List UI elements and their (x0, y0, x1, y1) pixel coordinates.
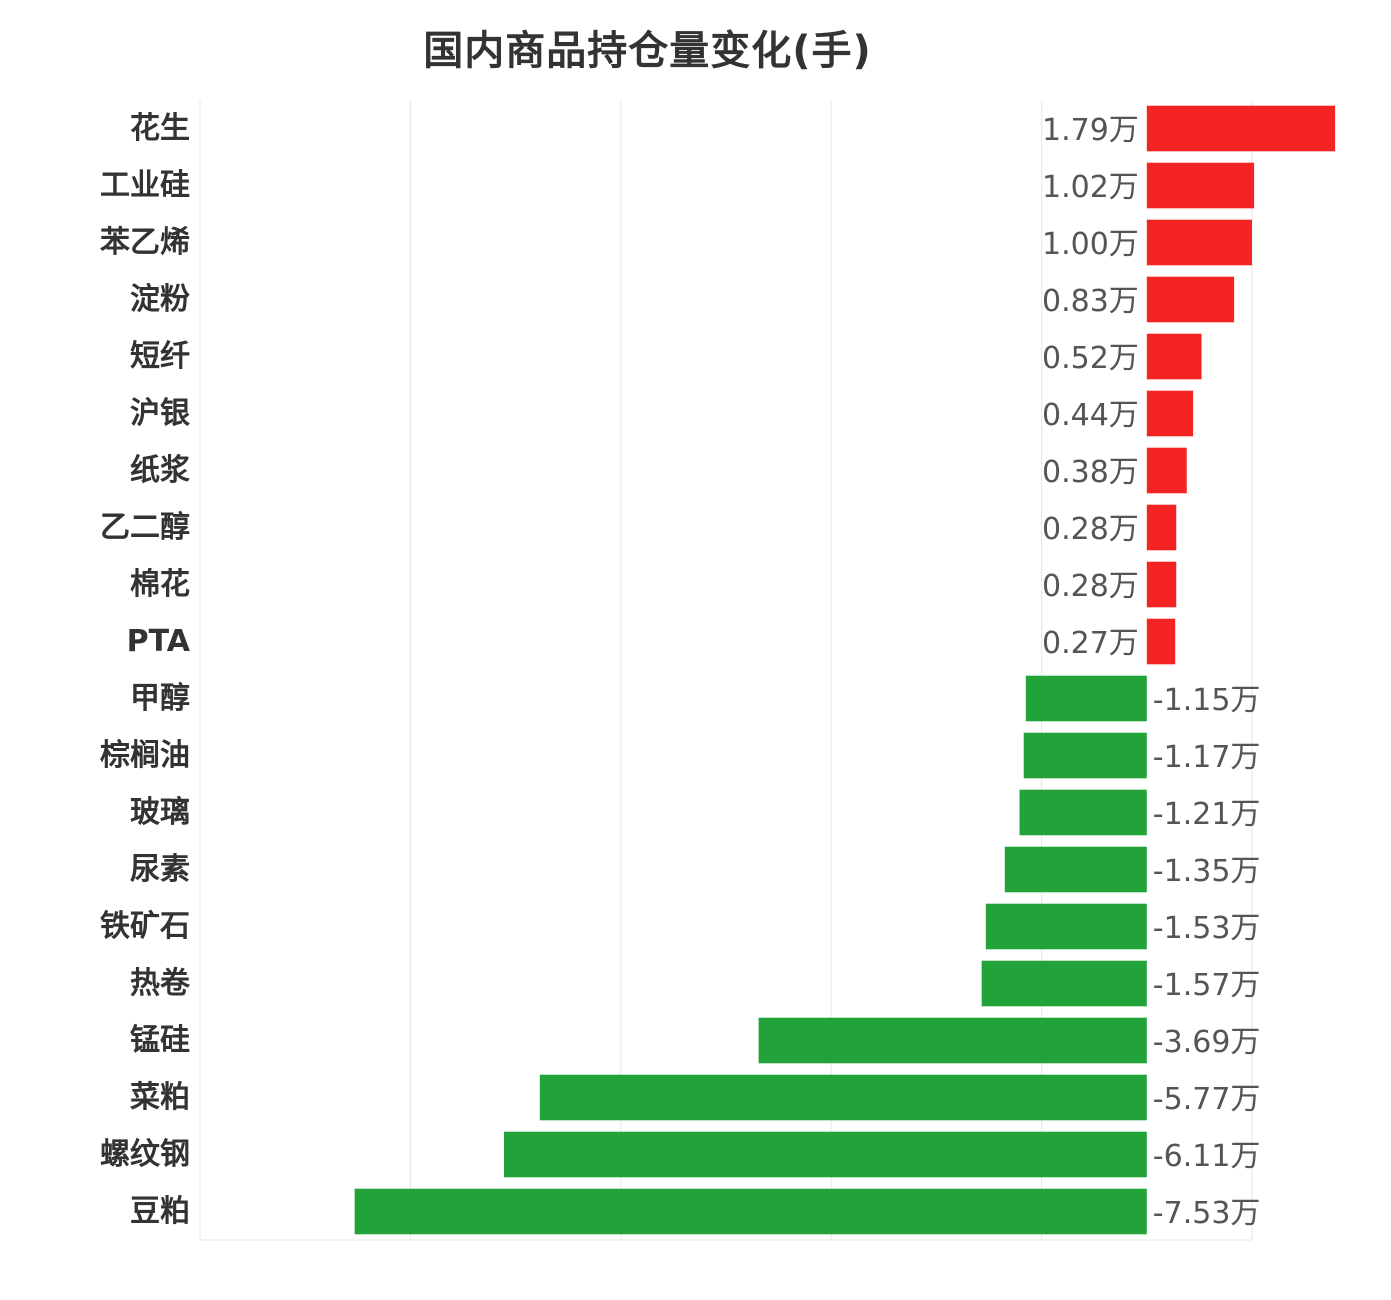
bar (1146, 162, 1255, 209)
bar (504, 1131, 1147, 1178)
bar (1146, 276, 1235, 323)
bar (1023, 732, 1147, 779)
bar (539, 1074, 1147, 1121)
bar (1146, 561, 1177, 608)
value-label: -1.21万 (1153, 797, 1261, 832)
bar (1146, 447, 1187, 494)
category-label: 热卷 (130, 966, 191, 1001)
bar (1004, 846, 1147, 893)
value-label: -1.15万 (1153, 683, 1261, 718)
category-label: 尿素 (130, 852, 190, 887)
bar (354, 1188, 1147, 1235)
value-label: 0.27万 (1042, 626, 1139, 661)
category-label: 棉花 (130, 567, 190, 602)
value-labels: 1.79万 1.02万 1.00万 0.83万 0.52万 0.44万 0.38万 0.28万… (1042, 113, 1260, 1231)
value-label: -3.69万 (1153, 1025, 1261, 1060)
value-label: -1.35万 (1153, 854, 1261, 889)
category-label: 沪银 (130, 396, 190, 431)
bar (981, 960, 1147, 1007)
category-label: 苯乙烯 (100, 225, 190, 260)
bar (1146, 504, 1177, 551)
value-label: 0.83万 (1042, 284, 1139, 319)
category-label: PTA (127, 624, 191, 659)
category-label: 纸浆 (130, 453, 190, 488)
bar (1146, 105, 1336, 152)
category-label: 锰硅 (130, 1023, 190, 1058)
chart-title: 国内商品持仓量变化(手) (423, 28, 872, 74)
value-label: 1.79万 (1042, 113, 1139, 148)
bar (1146, 390, 1194, 437)
category-label: 棕榈油 (100, 738, 190, 773)
category-label: 豆粕 (130, 1194, 190, 1229)
category-label: 铁矿石 (100, 909, 190, 944)
bar (1025, 675, 1147, 722)
category-label: 短纤 (130, 339, 190, 374)
bar (1019, 789, 1147, 836)
value-label: 0.28万 (1042, 569, 1139, 604)
value-label: -1.53万 (1153, 911, 1261, 946)
value-label: -6.11万 (1153, 1139, 1261, 1174)
bar (1146, 333, 1202, 380)
value-label: -1.57万 (1153, 968, 1261, 1003)
value-label: -7.53万 (1153, 1196, 1261, 1231)
grid-lines (199, 100, 1253, 1241)
category-label: 菜粕 (130, 1080, 190, 1115)
bars (354, 105, 1336, 1235)
value-label: 0.52万 (1042, 341, 1139, 376)
category-label: 淀粉 (130, 282, 190, 317)
category-label: 玻璃 (130, 795, 190, 830)
value-label: -1.17万 (1153, 740, 1261, 775)
category-label: 螺纹钢 (100, 1137, 190, 1172)
value-label: 1.02万 (1042, 170, 1139, 205)
bar (758, 1017, 1147, 1064)
value-label: -5.77万 (1153, 1082, 1261, 1117)
bar (1146, 219, 1252, 266)
bar (985, 903, 1147, 950)
category-label: 甲醇 (130, 681, 190, 716)
value-label: 0.38万 (1042, 455, 1139, 490)
category-label: 花生 (130, 111, 190, 146)
value-label: 1.00万 (1042, 227, 1139, 262)
value-label: 0.28万 (1042, 512, 1139, 547)
value-label: 0.44万 (1042, 398, 1139, 433)
category-label: 工业硅 (100, 168, 190, 203)
category-label: 乙二醇 (100, 510, 190, 545)
bar (1146, 618, 1176, 665)
